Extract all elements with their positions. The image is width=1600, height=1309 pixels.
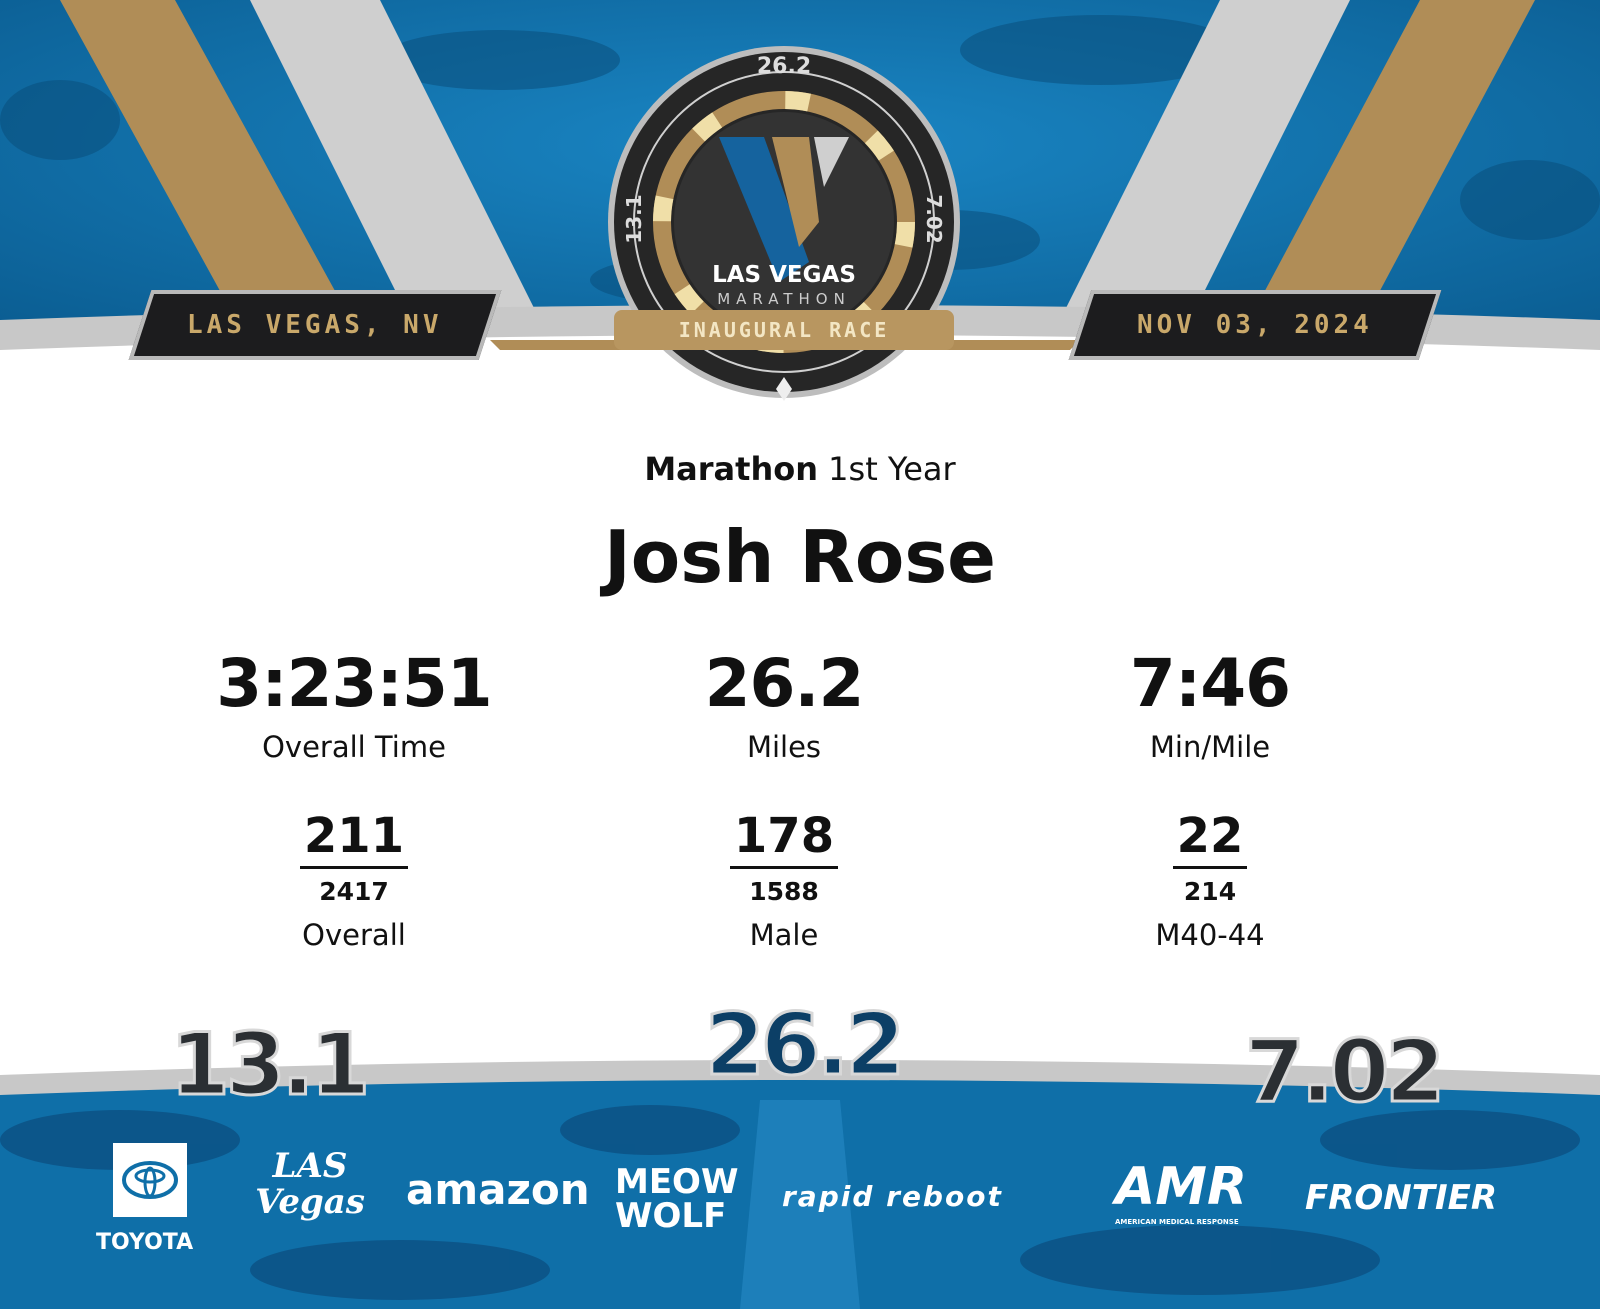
stat-value: 7:46 — [1129, 645, 1291, 722]
medal-logo: 26.2 13.1 7.02 LAS VEGAS MARATHON INAUGU… — [604, 42, 964, 402]
meow-wolf-logo: MEOW WOLF — [615, 1162, 739, 1236]
distance-26-2: 26.2 — [703, 1000, 906, 1097]
rank-place: 211 — [299, 808, 409, 869]
rank-category: Male — [749, 918, 819, 952]
rank-total: 2417 — [319, 877, 389, 906]
location-text: LAS VEGAS, NV — [187, 310, 443, 340]
medal-title: LAS VEGAS — [712, 262, 856, 288]
footer-background — [0, 1060, 1600, 1309]
amr-logo: AMR — [1115, 1157, 1248, 1217]
location-banner: LAS VEGAS, NV — [128, 290, 502, 360]
medal-ribbon: INAUGURAL RACE — [614, 310, 954, 350]
distance-7-02: 7.02 — [1243, 1021, 1446, 1124]
rank-total: 214 — [1183, 877, 1237, 906]
rank-category: M40-44 — [1155, 918, 1265, 952]
rank-gender: 178 1588 Male — [574, 808, 994, 952]
amazon-logo: amazon — [406, 1165, 590, 1214]
runner-name: Josh Rose — [603, 515, 997, 599]
date-banner: NOV 03, 2024 — [1068, 290, 1442, 360]
right-silver-stripe — [1060, 0, 1350, 320]
toyota-logo — [113, 1143, 187, 1217]
distance-13-1: 13.1 — [168, 1014, 371, 1117]
amr-tagline: AMERICAN MEDICAL RESPONSE — [1115, 1218, 1239, 1226]
rank-place: 178 — [729, 808, 839, 869]
left-silver-stripe — [250, 0, 540, 320]
rapid-reboot-logo: rapid reboot — [782, 1180, 1003, 1213]
rank-overall: 211 2417 Overall — [144, 808, 564, 952]
rank-age-group: 22 214 M40-44 — [1000, 808, 1420, 952]
medal-subtitle: MARATHON — [717, 290, 851, 308]
race-name: Marathon — [644, 450, 818, 488]
date-text: NOV 03, 2024 — [1137, 310, 1373, 340]
stat-label: Min/Mile — [1149, 730, 1271, 764]
stat-overall-time: 3:23:51 Overall Time — [144, 645, 564, 764]
las-vegas-logo: LAS Vegas — [255, 1146, 365, 1222]
stat-label: Miles — [746, 730, 822, 764]
frontier-logo: FRONTIER — [1305, 1178, 1498, 1218]
race-line: Marathon 1st Year — [0, 450, 1600, 488]
medal-top-label: 26.2 — [756, 54, 812, 79]
rank-total: 1588 — [749, 877, 819, 906]
stat-value: 26.2 — [704, 645, 865, 722]
left-gold-stripe — [60, 0, 340, 300]
medal-left-label: 13.1 — [622, 194, 646, 244]
toyota-emblem-icon — [122, 1161, 178, 1199]
toyota-text: TOYOTA — [96, 1230, 194, 1255]
rank-place: 22 — [1172, 808, 1248, 869]
stat-pace: 7:46 Min/Mile — [1000, 645, 1420, 764]
stat-value: 3:23:51 — [216, 645, 492, 722]
stat-label: Overall Time — [262, 730, 446, 764]
stat-miles: 26.2 Miles — [574, 645, 994, 764]
year-tag: 1st Year — [828, 450, 956, 488]
right-gold-stripe — [1260, 0, 1535, 300]
sponsor-footer: 13.1 26.2 7.02 — [0, 1000, 1600, 1309]
medal-right-label: 7.02 — [922, 194, 946, 244]
rank-category: Overall — [302, 918, 406, 952]
